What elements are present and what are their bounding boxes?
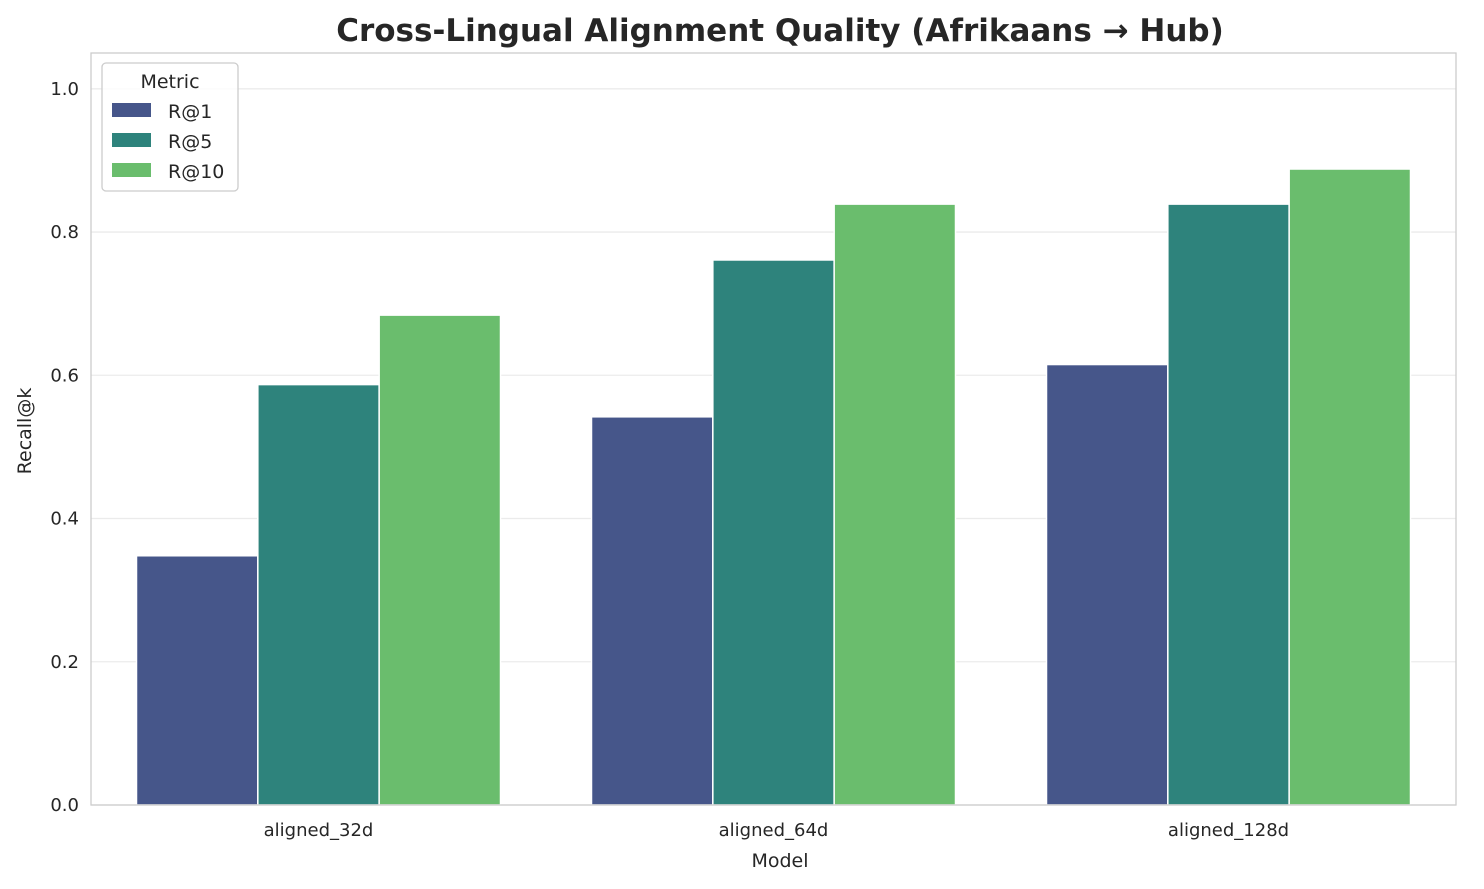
bar-R@5-aligned_64d: [712, 259, 835, 806]
chart-title: Cross-Lingual Alignment Quality (Afrikaa…: [336, 13, 1224, 49]
y-tick-label: 1.0: [50, 79, 79, 100]
x-tick-label: aligned_32d: [264, 820, 374, 841]
bar-R@1-aligned_128d: [1045, 363, 1169, 806]
y-axis-label: Recall@k: [14, 388, 36, 475]
x-axis-label: Model: [751, 850, 808, 872]
legend-swatch: [112, 163, 151, 177]
legend-label: R@1: [168, 101, 212, 123]
y-tick-label: 0.2: [50, 652, 79, 673]
x-tick-label: aligned_128d: [1168, 820, 1289, 841]
plot-frame: [90, 52, 1457, 806]
bar-R@10-aligned_128d: [1288, 168, 1412, 806]
y-tick-label: 0.0: [50, 795, 79, 816]
legend-box: [101, 62, 239, 192]
bar-R@5-aligned_32d: [257, 383, 380, 806]
y-tick-label: 0.4: [50, 509, 79, 530]
bar-R@1-aligned_64d: [590, 416, 714, 806]
bar-R@5-aligned_128d: [1167, 203, 1290, 806]
legend-swatch: [112, 103, 151, 117]
legend-swatch: [112, 133, 151, 147]
y-tick-label: 0.8: [50, 222, 79, 243]
legend: Metric R@1 R@5 R@10: [101, 62, 239, 192]
bar-R@10-aligned_64d: [833, 203, 957, 806]
legend-label: R@5: [168, 131, 212, 153]
bar-R@10-aligned_32d: [378, 314, 502, 806]
legend-label: R@10: [168, 161, 224, 183]
y-tick-label: 0.6: [50, 365, 79, 386]
x-tick-label: aligned_64d: [719, 820, 829, 841]
legend-title: Metric: [140, 71, 199, 93]
bar-R@1-aligned_32d: [135, 555, 259, 806]
